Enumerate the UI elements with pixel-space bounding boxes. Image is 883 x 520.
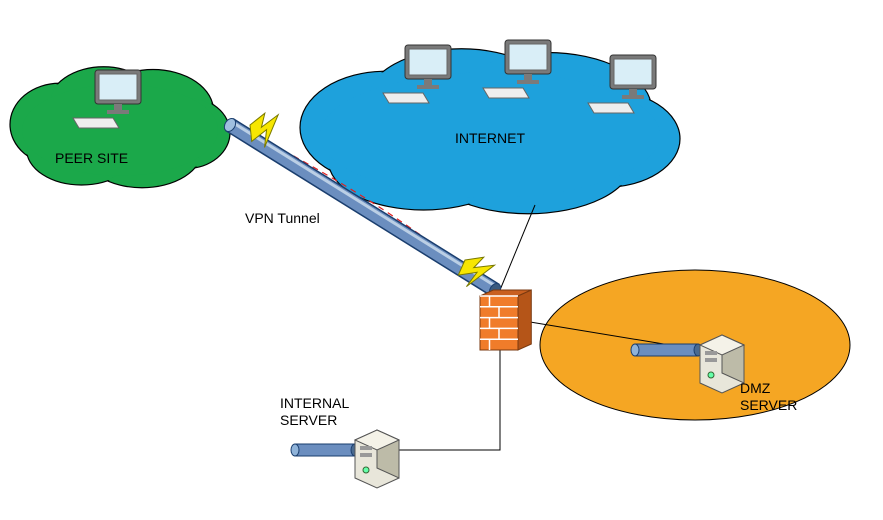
link-firewall-internal <box>395 350 500 450</box>
internal-server-icon <box>355 430 399 488</box>
dmz-server-label: DMZ SERVER <box>740 380 797 414</box>
dmz-server-icon <box>700 335 744 393</box>
internal-server-label: INTERNAL SERVER <box>280 395 349 429</box>
internet-label: INTERNET <box>455 130 525 147</box>
link-internet-firewall <box>500 205 535 290</box>
firewall-icon <box>480 290 531 350</box>
peer-site-label: PEER SITE <box>55 150 128 167</box>
vpn-tunnel-label: VPN Tunnel <box>245 210 320 227</box>
internal-server-pipe <box>291 444 359 456</box>
dmz-server-pipe <box>631 344 702 356</box>
